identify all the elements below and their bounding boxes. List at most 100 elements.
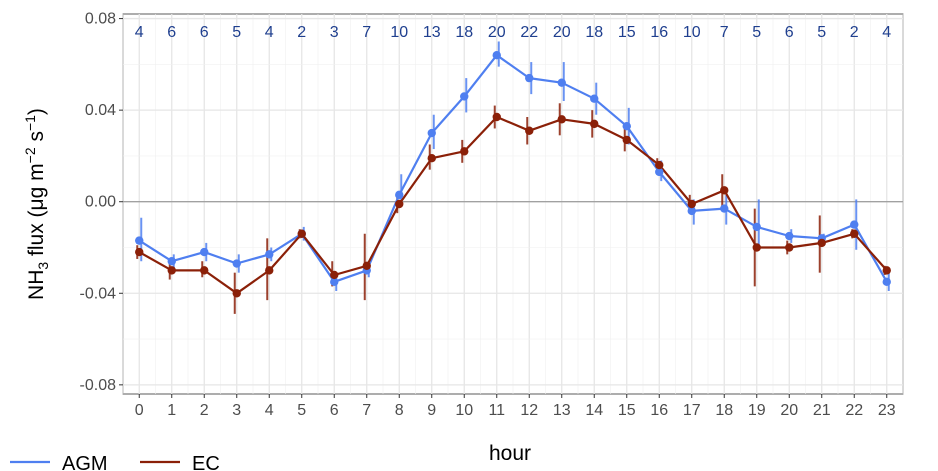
data-point-ec: [330, 270, 339, 280]
x-tick-label: 10: [455, 402, 473, 419]
sample-count-label: 10: [390, 24, 408, 41]
sample-counts: 4 6 6 5 4 2 3 7 10 13 18 20 22 20 18 15 16 10 7 5 6 5 2 4: [135, 24, 892, 41]
data-point-ec: [395, 199, 404, 209]
data-point-agm: [525, 73, 534, 83]
sample-count-label: 4: [265, 24, 274, 41]
x-tick-label: 13: [553, 402, 571, 419]
data-point-agm: [492, 51, 501, 60]
data-point-ec: [785, 243, 794, 252]
x-tick-label: 22: [845, 402, 863, 419]
sample-count-label: 5: [817, 24, 826, 41]
x-tick-label: 17: [683, 402, 701, 419]
data-point-ec: [557, 115, 566, 124]
data-point-ec: [590, 119, 599, 129]
x-tick-label: 20: [780, 402, 798, 419]
sample-count-label: 4: [135, 24, 144, 41]
x-tick-label: 19: [748, 402, 766, 419]
sample-count-label: 10: [683, 24, 701, 41]
x-tick-label: 23: [878, 402, 896, 419]
data-point-agm: [200, 247, 209, 257]
data-point-ec: [525, 126, 534, 135]
x-tick-label: 7: [362, 402, 371, 419]
data-point-ec: [167, 266, 176, 275]
legend-label-agm: AGM: [62, 453, 108, 471]
y-axis-title: NH3 flux (μg m−2 s−1): [22, 108, 51, 300]
x-tick-label: 4: [265, 402, 274, 419]
x-tick-label: 14: [585, 402, 603, 419]
x-tick-label: 6: [330, 402, 339, 419]
data-point-agm: [557, 78, 566, 87]
x-tick-label: 5: [297, 402, 306, 419]
series-line-ec: [138, 115, 888, 295]
x-tick-label: 9: [427, 402, 436, 419]
x-tick-label: 2: [200, 402, 209, 419]
data-point-agm: [785, 231, 794, 241]
data-point-ec: [362, 261, 371, 271]
data-point-ec: [655, 160, 664, 170]
y-tick-label: 0.08: [85, 11, 116, 28]
data-point-agm: [427, 128, 436, 138]
data-point-agm: [265, 250, 274, 259]
data-point-agm: [752, 222, 761, 232]
y-tick-label: 0.04: [85, 102, 116, 119]
sample-count-label: 18: [585, 24, 603, 41]
y-tick-label: 0.00: [85, 194, 116, 211]
legend-label-ec: EC: [192, 453, 220, 471]
data-point-agm: [330, 277, 339, 287]
data-point-ec: [265, 266, 274, 275]
x-axis-title: hour: [489, 442, 531, 465]
data-point-ec: [882, 266, 891, 275]
data-point-ec: [720, 186, 729, 195]
sample-count-label: 5: [752, 24, 761, 41]
data-point-agm: [882, 277, 891, 287]
sample-count-label: 18: [455, 24, 473, 41]
data-point-ec: [492, 112, 501, 122]
sample-count-label: 7: [362, 24, 371, 41]
x-tick-label: 21: [813, 402, 831, 419]
data-point-ec: [850, 229, 859, 238]
series-line-agm: [138, 54, 888, 283]
x-tick-label: 3: [232, 402, 241, 419]
data-point-ec: [200, 266, 209, 275]
legend: AGM EC: [10, 453, 220, 471]
data-point-agm: [395, 190, 404, 200]
data-point-agm: [655, 167, 664, 177]
data-point-agm: [167, 257, 176, 266]
data-point-ec: [232, 289, 241, 298]
sample-count-label: 16: [650, 24, 668, 41]
data-point-agm: [135, 236, 144, 245]
data-point-agm: [460, 92, 469, 101]
x-tick-label: 15: [618, 402, 636, 419]
sample-count-label: 2: [297, 24, 306, 41]
sample-count-label: 4: [882, 24, 891, 41]
data-point-agm: [687, 206, 696, 216]
sample-count-label: 3: [330, 24, 339, 41]
sample-count-label: 20: [553, 24, 571, 41]
y-tick-label: -0.04: [80, 285, 117, 302]
data-point-ec: [460, 147, 469, 156]
sample-count-label: 13: [423, 24, 441, 41]
sample-count-label: 5: [232, 24, 241, 41]
data-point-agm: [622, 121, 631, 131]
sample-count-label: 6: [200, 24, 209, 41]
data-point-ec: [817, 238, 826, 248]
data-point-agm: [720, 204, 729, 213]
x-tick-label: 11: [488, 402, 505, 419]
data-point-ec: [622, 135, 631, 145]
sample-count-label: 6: [167, 24, 176, 41]
y-tick-label: -0.08: [80, 377, 117, 394]
data-point-ec: [687, 199, 696, 209]
sample-count-label: 15: [618, 24, 636, 41]
data-point-agm: [232, 259, 241, 268]
x-tick-label: 18: [715, 402, 733, 419]
data-point-ec: [297, 229, 306, 238]
data-point-ec: [135, 247, 144, 257]
y-axis-ticks: -0.08 -0.04 0.00 0.04 0.08: [80, 11, 123, 394]
x-tick-label: 1: [167, 402, 176, 419]
data-point-agm: [590, 94, 599, 103]
sample-count-label: 6: [785, 24, 794, 41]
data-point-ec: [752, 243, 761, 252]
sample-count-label: 20: [488, 24, 506, 41]
x-tick-label: 12: [520, 402, 538, 419]
